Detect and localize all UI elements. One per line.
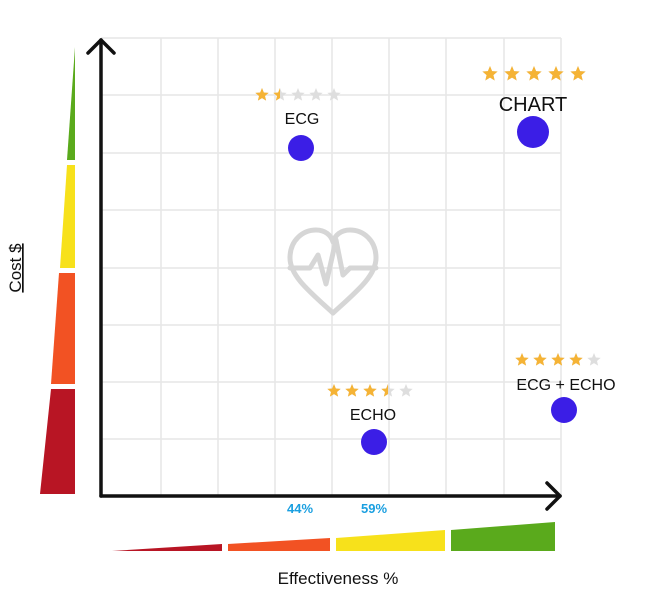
star-filled-icon bbox=[515, 353, 529, 366]
star-filled-icon bbox=[570, 66, 586, 81]
item-chart: CHART bbox=[482, 66, 586, 148]
item-point bbox=[517, 116, 549, 148]
effectiveness-scale-orange bbox=[228, 538, 330, 551]
effectiveness-scale bbox=[112, 522, 555, 551]
x-axis-arrow bbox=[545, 481, 562, 511]
cost-scale bbox=[40, 47, 75, 494]
item-ecg-echo: ECG + ECHO bbox=[515, 353, 616, 423]
star-icon bbox=[327, 88, 341, 101]
item-point bbox=[288, 135, 314, 161]
x-axis-label: Effectiveness % bbox=[278, 569, 399, 588]
item-point bbox=[361, 429, 387, 455]
marker-59: 59% bbox=[361, 501, 387, 516]
star-filled-icon bbox=[551, 353, 565, 366]
rating-stars bbox=[327, 384, 413, 397]
y-axis-arrow bbox=[86, 38, 116, 55]
star-filled-icon bbox=[345, 384, 359, 397]
star-filled-icon bbox=[504, 66, 520, 81]
y-axis-label: Cost $ bbox=[6, 243, 25, 293]
star-icon bbox=[291, 88, 305, 101]
star-filled-icon bbox=[273, 88, 280, 101]
effectiveness-scale-yellow bbox=[336, 530, 445, 551]
cost-scale-red bbox=[40, 389, 75, 494]
cost-scale-green bbox=[67, 47, 75, 160]
item-label: ECG + ECHO bbox=[516, 377, 615, 394]
axes bbox=[86, 38, 562, 511]
item-label: ECHO bbox=[350, 407, 396, 424]
star-filled-icon bbox=[482, 66, 498, 81]
rating-stars bbox=[515, 353, 601, 366]
item-label: CHART bbox=[499, 94, 568, 116]
cost-scale-yellow bbox=[60, 165, 75, 268]
star-filled-icon bbox=[548, 66, 564, 81]
star-filled-icon bbox=[327, 384, 341, 397]
item-point bbox=[551, 397, 577, 423]
item-ecg: ECG bbox=[255, 88, 341, 161]
marker-44: 44% bbox=[287, 501, 313, 516]
rating-stars bbox=[482, 66, 586, 81]
star-filled-icon bbox=[363, 384, 377, 397]
cost-scale-orange bbox=[51, 273, 75, 384]
star-filled-icon bbox=[381, 384, 388, 397]
effectiveness-scale-green bbox=[451, 522, 555, 551]
star-icon bbox=[309, 88, 323, 101]
star-icon bbox=[399, 384, 413, 397]
star-filled-icon bbox=[255, 88, 269, 101]
heart-pulse-icon bbox=[287, 227, 379, 316]
star-filled-icon bbox=[569, 353, 583, 366]
rating-stars bbox=[255, 88, 341, 101]
star-filled-icon bbox=[526, 66, 542, 81]
item-echo: ECHO bbox=[327, 384, 413, 455]
effectiveness-scale-red bbox=[112, 544, 222, 551]
item-label: ECG bbox=[285, 111, 320, 128]
star-icon bbox=[587, 353, 601, 366]
star-filled-icon bbox=[533, 353, 547, 366]
